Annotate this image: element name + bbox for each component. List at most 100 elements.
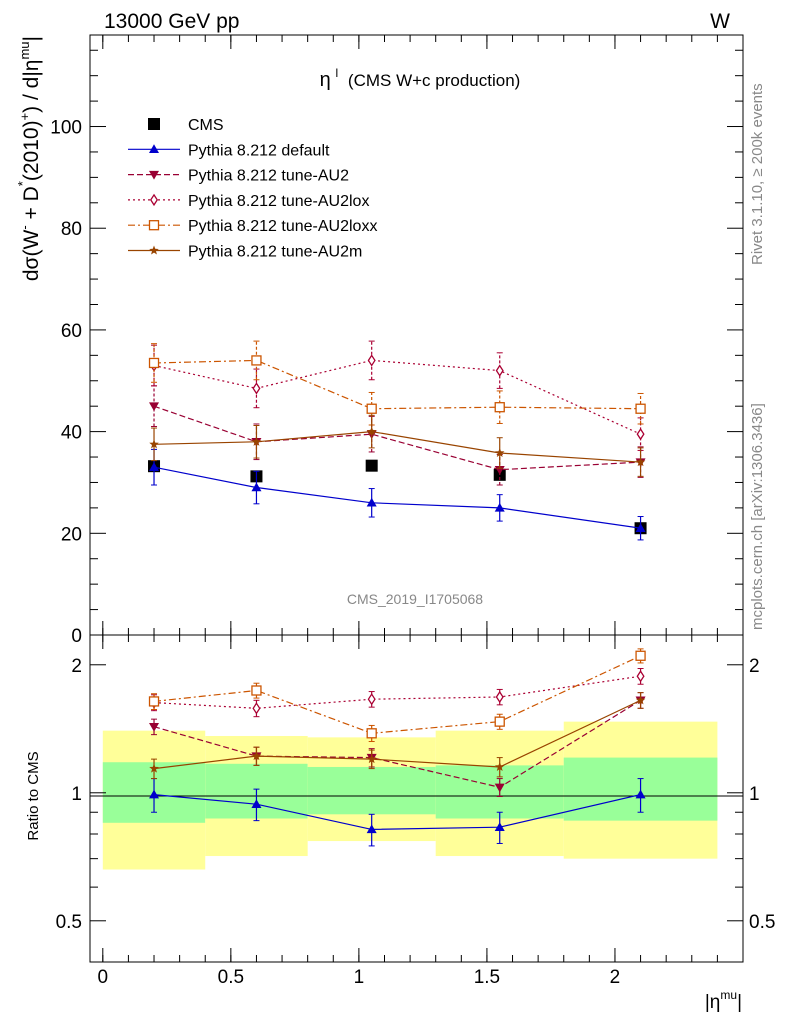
ratio-point-au2lox — [636, 670, 645, 683]
main-y-tick-label: 60 — [61, 321, 82, 342]
ratio-point-au2m — [494, 761, 505, 772]
main-point-au2lox — [252, 382, 261, 395]
main-series-au2m — [149, 414, 646, 477]
ratio-point-au2m — [635, 695, 646, 705]
legend-marker — [148, 118, 160, 130]
ratio-y-tick-label-right: 1 — [749, 784, 760, 805]
header-left: 13000 GeV pp — [104, 10, 239, 33]
main-point-default — [366, 497, 377, 507]
main-series-layer — [148, 340, 647, 541]
main-point-au2m — [494, 447, 505, 458]
header-right: W — [710, 10, 730, 33]
ratio-point-au2 — [494, 783, 505, 793]
rivet-label: Rivet 3.1.10, ≥ 200k events — [749, 83, 766, 265]
main-point-au2loxx — [366, 403, 377, 414]
ratio-series-default — [149, 778, 646, 847]
legend-marker — [149, 193, 159, 207]
x-tick-label: 1 — [354, 967, 365, 988]
main-panel: 0 20 40 60 80 100 η l (CMS W+c production) dσ… — [15, 34, 744, 647]
ratio-point-au2loxx — [366, 728, 377, 739]
legend-marker — [149, 245, 159, 255]
legend: CMS Pythia 8.212 default Pythia 8.212 tune… — [128, 117, 377, 261]
ratio-y-tick-label-left: 0.5 — [56, 912, 82, 933]
ratio-band-green — [307, 766, 436, 815]
ratio-point-au2loxx — [148, 696, 160, 707]
legend-marker — [148, 220, 160, 231]
ratio-y-tick-label-right: 2 — [749, 656, 760, 677]
x-tick-label: 0.5 — [218, 967, 244, 988]
main-point-au2loxx — [251, 355, 262, 366]
main-point-au2m — [366, 426, 377, 436]
ylabel-d-sup: mu — [17, 41, 32, 59]
ratio-point-au2m — [366, 754, 377, 764]
main-y-tick-label: 40 — [61, 423, 82, 444]
legend-label: Pythia 8.212 tune-AU2loxx — [188, 218, 377, 235]
xlabel-main: |η — [705, 992, 721, 1013]
main-line-au2 — [153, 405, 641, 471]
main-point-au2m — [149, 439, 159, 449]
main-ylabel: dσ(W- + D*(2010)+) / d|ηmu| — [15, 36, 43, 281]
ratio-bands — [102, 721, 718, 870]
mcplots-label: mcplots.cern.ch [arXiv:1306.3436] — [749, 403, 766, 630]
main-line-au2lox — [153, 359, 641, 435]
ratio-point-au2m — [149, 763, 159, 773]
ratio-y-tick-label-right: 0.5 — [749, 912, 775, 933]
ratio-series-au2m — [149, 692, 646, 780]
main-point-au2m — [635, 457, 646, 467]
x-tick-label: 2 — [610, 967, 621, 988]
ratio-y-tick-label-left: 2 — [71, 656, 82, 677]
xlabel-end: | — [737, 992, 742, 1013]
ylabel-c-sup: + — [17, 113, 32, 121]
legend-label: Pythia 8.212 tune-AU2m — [188, 244, 362, 261]
legend-label: CMS — [188, 117, 224, 134]
legend-item-au2m: Pythia 8.212 tune-AU2m — [128, 244, 362, 261]
ratio-y-tick-label-left: 1 — [71, 784, 82, 805]
legend-marker — [149, 144, 159, 154]
ratio-point-au2m — [251, 751, 262, 761]
ylabel-b-sup: * — [15, 181, 30, 186]
legend-label: Pythia 8.212 tune-AU2 — [188, 168, 349, 185]
ylabel-a: dσ(W — [20, 229, 43, 281]
legend-item-au2: Pythia 8.212 tune-AU2 — [128, 168, 349, 185]
main-series-default — [149, 448, 646, 541]
x-ticks: 0 0.5 1 1.5 2 — [98, 635, 718, 988]
main-point-au2loxx — [494, 402, 505, 413]
main-series-au2loxx — [148, 340, 646, 426]
ratio-point-au2loxx — [494, 716, 505, 727]
legend-marker — [149, 170, 159, 180]
ratio-point-au2lox — [367, 692, 376, 706]
ylabel-c: (2010) — [20, 120, 43, 181]
ratio-frame — [89, 634, 744, 963]
ratio-point-au2 — [149, 722, 160, 732]
ratio-point-au2loxx — [251, 685, 262, 696]
main-point-au2 — [149, 402, 160, 412]
main-point-default — [149, 462, 160, 471]
main-point-default — [251, 482, 262, 492]
main-y-tick-label: 20 — [61, 524, 82, 545]
ratio-point-au2loxx — [635, 650, 646, 661]
x-axis-label: |ηmu| — [705, 988, 742, 1013]
ratio-point-default — [635, 789, 646, 799]
ratio-point-default — [251, 799, 262, 808]
main-point-au2loxx — [635, 403, 646, 414]
ylabel-d: ) / d|η — [20, 60, 43, 113]
ratio-point-au2lox — [252, 702, 261, 715]
ylabel-a-sup: - — [17, 225, 32, 229]
legend-item-default: Pythia 8.212 default — [128, 142, 330, 159]
legend-item-au2lox: Pythia 8.212 tune-AU2lox — [128, 193, 369, 210]
ylabel-b: + D — [20, 186, 43, 225]
ratio-series-layer — [148, 648, 646, 847]
main-y-tick-label: 80 — [61, 219, 82, 240]
xlabel-sup: mu — [720, 988, 737, 1002]
main-y-tick-label: 100 — [50, 118, 82, 139]
main-title-rest: (CMS W+c production) — [348, 71, 520, 90]
main-point-au2lox — [636, 427, 645, 441]
x-tick-label: 0 — [98, 967, 109, 988]
main-title-sup: l — [336, 66, 339, 80]
ratio-panel: 0.5 0.5 1 1 2 2 0 0.5 1 1.5 2 Ratio to CMS |ηmu| — [25, 634, 775, 1013]
main-point-au2lox — [495, 364, 504, 377]
legend-label: Pythia 8.212 tune-AU2lox — [188, 193, 369, 210]
main-y-tick-label: 0 — [71, 626, 82, 647]
legend-label: Pythia 8.212 default — [188, 142, 330, 159]
